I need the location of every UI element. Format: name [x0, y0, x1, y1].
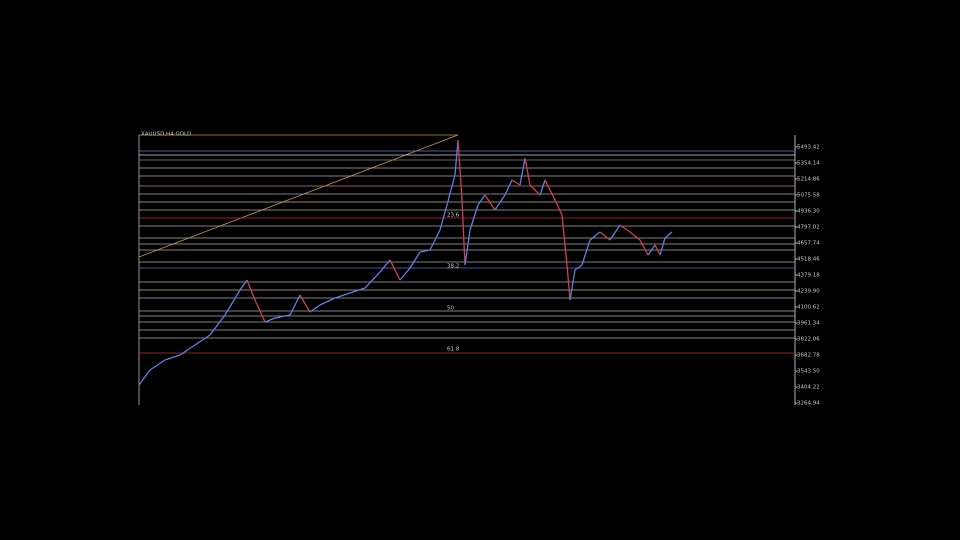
- price-segment: [494, 194, 506, 211]
- price-segment: [581, 239, 591, 266]
- price-segment: [209, 314, 226, 336]
- price-segment: [239, 279, 248, 291]
- y-tick-label: 5354.14: [797, 161, 820, 167]
- price-segment: [589, 231, 601, 241]
- price-segment: [254, 299, 266, 323]
- y-tick-label: 4936.30: [797, 209, 820, 215]
- price-segment: [619, 224, 631, 233]
- price-segment: [334, 292, 351, 299]
- chart-title: XAUUSD,H4 GOLD: [141, 132, 191, 138]
- y-tick-label: 3543.50: [797, 368, 820, 374]
- y-tick-label: 4239.90: [797, 288, 820, 294]
- fib-label: 50: [447, 306, 454, 312]
- price-segment: [299, 294, 311, 313]
- price-segment: [544, 179, 556, 201]
- price-segment: [504, 179, 513, 196]
- fib-label: 38.2: [447, 264, 459, 270]
- y-tick-label: 3822.06: [797, 336, 820, 342]
- price-segment: [484, 194, 496, 211]
- price-segment: [149, 359, 166, 371]
- price-segment: [399, 267, 411, 281]
- price-segment: [539, 179, 546, 196]
- y-tick-label: 5493.42: [797, 145, 820, 151]
- price-segment: [574, 264, 583, 271]
- price-segment: [349, 287, 366, 294]
- price-segment: [274, 314, 291, 319]
- price-segment: [246, 279, 256, 301]
- price-segment: [457, 139, 463, 201]
- price-segment: [654, 244, 661, 256]
- y-tick-label: 5075.58: [797, 193, 820, 199]
- price-segment: [439, 204, 448, 231]
- price-segment: [639, 239, 649, 256]
- price-segment: [524, 157, 531, 186]
- y-tick-label: 5214.86: [797, 177, 820, 183]
- price-segment: [477, 194, 486, 206]
- price-segment: [561, 214, 568, 266]
- price-segment: [629, 231, 641, 241]
- y-tick-label: 4797.02: [797, 225, 820, 231]
- y-tick-label: 3264.94: [797, 400, 820, 406]
- price-segment: [319, 297, 336, 306]
- price-segment: [566, 264, 571, 301]
- price-segment: [379, 259, 391, 273]
- price-segment: [609, 224, 621, 241]
- price-segment: [664, 231, 673, 239]
- price-segment: [224, 289, 241, 316]
- y-tick-label: 4100.62: [797, 304, 820, 310]
- y-tick-label: 4657.74: [797, 241, 820, 247]
- price-segment: [389, 259, 401, 281]
- price-segment: [194, 334, 211, 346]
- price-segment: [264, 317, 276, 323]
- price-segment: [599, 231, 611, 241]
- price-segment: [461, 199, 466, 266]
- price-segment: [364, 271, 381, 289]
- price-segment: [164, 354, 181, 361]
- price-segment: [309, 304, 321, 313]
- price-segment: [419, 249, 431, 253]
- price-segment: [179, 344, 196, 356]
- price-segment: [464, 229, 471, 266]
- price-segment: [529, 184, 541, 196]
- price-segment: [409, 251, 421, 269]
- price-segment: [569, 269, 576, 301]
- price-segment: [469, 204, 479, 231]
- y-tick-label: 4379.18: [797, 272, 820, 278]
- price-segment: [138, 369, 151, 386]
- price-segment: [554, 199, 563, 216]
- y-tick-label: 4518.46: [797, 256, 820, 262]
- price-segment: [519, 157, 526, 186]
- price-segment: [511, 179, 521, 186]
- price-segment: [446, 174, 456, 206]
- price-segment: [454, 139, 459, 176]
- price-segment: [429, 229, 441, 251]
- fib-label: 23.6: [447, 212, 460, 218]
- y-tick-label: 3961.34: [797, 320, 820, 326]
- y-tick-label: 3682.78: [797, 352, 820, 358]
- fib-label: 61.8: [447, 346, 460, 352]
- price-segment: [647, 244, 656, 256]
- price-segment: [289, 294, 301, 316]
- price-segment: [659, 237, 666, 256]
- y-tick-label: 3404.22: [797, 384, 820, 390]
